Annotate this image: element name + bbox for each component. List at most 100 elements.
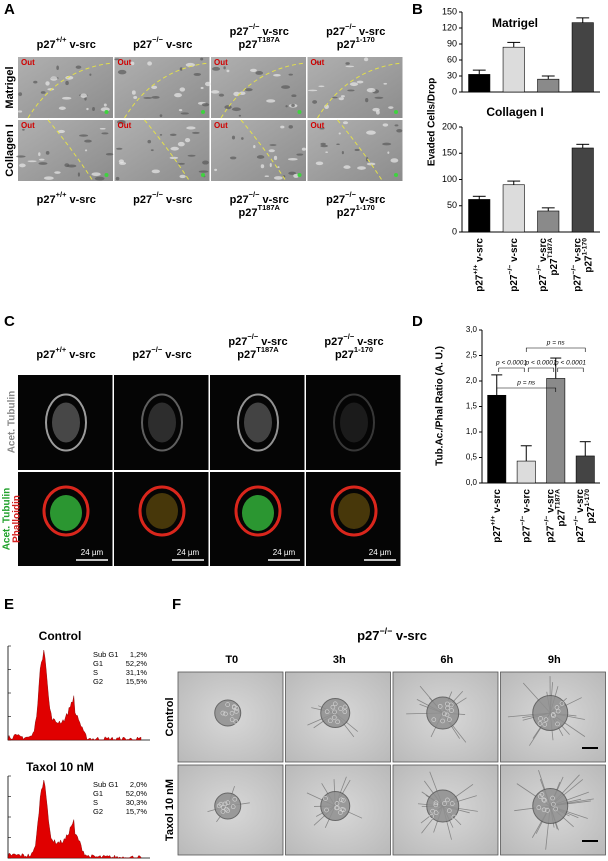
significance-bracket <box>498 367 525 372</box>
cell <box>218 93 225 97</box>
cell <box>101 132 109 135</box>
cell <box>220 710 226 716</box>
cell <box>80 93 87 98</box>
inset-label: Out <box>118 121 132 130</box>
bar <box>487 394 507 484</box>
label-part: p27 <box>548 258 559 276</box>
cell <box>244 402 272 443</box>
x-tick-label: p27T187A <box>547 238 559 276</box>
y-axis-label: Tub.Ac./Phal Ratio (A. U.) <box>435 346 446 466</box>
cell <box>433 810 439 816</box>
error-bar <box>472 195 486 200</box>
column-label: p27+/+ v-src <box>37 35 96 50</box>
label-part: v-src <box>258 336 287 348</box>
stat-value: 15,5% <box>126 677 148 686</box>
fluorescence-image <box>210 375 305 470</box>
cell <box>551 713 556 718</box>
cell <box>334 805 339 811</box>
stat-value: 52,2% <box>126 659 148 668</box>
cell <box>146 493 178 529</box>
rotated-label: Phalloidin <box>12 495 23 543</box>
cell <box>200 86 204 90</box>
column-label: 9h <box>548 654 561 666</box>
cell <box>237 393 279 452</box>
cell <box>17 110 23 113</box>
label-part: −/− <box>151 345 162 354</box>
cell <box>33 80 38 84</box>
cell <box>291 103 295 108</box>
cell <box>103 103 107 107</box>
rotated-label: Evaded Cells/Drop <box>427 78 438 166</box>
cell <box>138 485 186 537</box>
cell <box>16 155 26 158</box>
cell <box>180 112 189 115</box>
cell <box>273 176 283 180</box>
column-label: p27−/− v-src <box>230 22 289 37</box>
cell <box>159 134 163 136</box>
cell <box>50 76 58 81</box>
cell <box>340 95 345 98</box>
inset-label: Out <box>214 58 228 67</box>
cell <box>234 485 282 537</box>
cell <box>342 121 349 125</box>
label-part: −/− <box>573 516 580 526</box>
y-tick-label: 60 <box>447 54 457 64</box>
label-part: p27 <box>230 194 249 206</box>
label-part: −/− <box>544 516 551 526</box>
boundary <box>47 119 94 182</box>
cell <box>229 717 235 722</box>
scale-label: 24 µm <box>81 548 104 557</box>
cell <box>388 106 394 109</box>
rotated-label: Acet. Tubulin <box>2 488 13 551</box>
cell <box>357 166 366 170</box>
label-part: v-src <box>521 489 532 516</box>
cell <box>288 125 293 129</box>
label-part: p27 <box>585 506 596 524</box>
cell <box>543 717 549 722</box>
cell <box>43 176 54 180</box>
label-part: +/+ <box>490 516 497 526</box>
label-part: 1-170 <box>356 35 375 44</box>
label-part: −/− <box>152 190 163 199</box>
label-part: p27 <box>326 26 345 38</box>
label-part: p27 <box>324 336 343 348</box>
label-part: T187A <box>547 238 554 258</box>
label-part: +/+ <box>56 35 67 44</box>
cell <box>433 800 439 806</box>
label-part: +/+ <box>56 190 67 199</box>
cell <box>45 393 87 452</box>
cell <box>39 158 45 161</box>
label-part: p27 <box>474 274 485 292</box>
cell <box>223 711 228 717</box>
cell <box>79 134 89 137</box>
rotated-label: Tub.Ac./Phal Ratio (A. U.) <box>435 346 446 466</box>
cell <box>117 69 127 75</box>
cell <box>65 80 69 86</box>
cell <box>250 68 257 73</box>
cell <box>550 795 555 801</box>
error-bar <box>576 17 590 23</box>
significance-bracket <box>527 367 555 372</box>
x-tick-label: p27+/+ v-src <box>490 489 502 543</box>
cell <box>170 146 179 151</box>
column-label: p27T187A <box>239 35 281 50</box>
cell <box>40 91 46 94</box>
cell <box>330 485 378 537</box>
y-tick-label: 0 <box>452 226 457 236</box>
rotated-label: p27−/− v-src <box>520 489 532 543</box>
bar <box>537 78 560 93</box>
column-label: p27−/− v-src <box>326 22 385 37</box>
column-label: p27−/− v-src <box>228 332 287 347</box>
cell <box>45 150 50 155</box>
label-part: −/− <box>520 516 527 526</box>
cell <box>343 165 351 169</box>
cell <box>84 139 92 143</box>
cell <box>159 114 163 118</box>
row-label: Acet. Tubulin <box>7 391 18 454</box>
cell <box>184 137 191 143</box>
column-label: p27−/− v-src <box>133 190 192 205</box>
cell <box>264 175 270 178</box>
cell <box>18 92 23 97</box>
cell <box>202 160 209 165</box>
